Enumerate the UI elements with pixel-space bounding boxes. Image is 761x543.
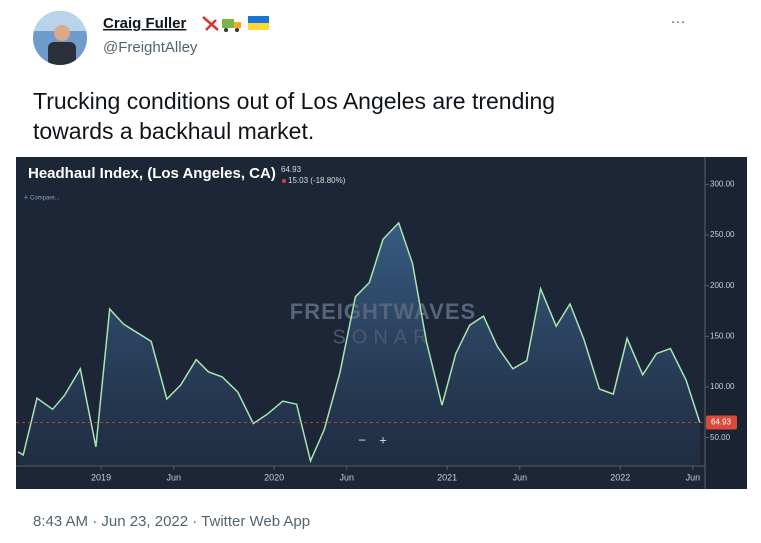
chart[interactable]: Headhaul Index, (Los Angeles, CA) 64.93 … xyxy=(16,157,747,489)
current-badge xyxy=(706,415,737,430)
zoom-out[interactable]: − xyxy=(358,432,366,447)
y-axis-bg xyxy=(705,157,747,489)
compare[interactable]: Compare... xyxy=(30,196,60,202)
tweet-text: towards a backhaul market. xyxy=(33,118,314,144)
chart-title: Headhaul Index, (Los Angeles, CA) xyxy=(28,165,276,182)
change: 15.03 (-18.80%) xyxy=(288,176,346,185)
zoom-in[interactable]: + xyxy=(379,432,387,447)
y-tick-label: 300.00 xyxy=(710,179,735,188)
x-tick-label: Jun xyxy=(340,472,355,482)
x-tick-label: 2019 xyxy=(91,472,111,482)
x-tick-label: 2020 xyxy=(264,472,284,482)
y-tick-label: 100.00 xyxy=(710,382,735,391)
x-tick-label: Jun xyxy=(166,472,181,482)
x-tick-label: 2021 xyxy=(437,472,457,482)
tweet-text: Trucking conditions out of Los Angeles a… xyxy=(33,88,555,114)
y-tick-label: 250.00 xyxy=(710,230,735,239)
timestamp[interactable]: 8:43 AM · Jun 23, 2022 · Twitter Web App xyxy=(33,513,310,530)
down-indicator xyxy=(282,179,286,183)
current-label: 64.93 xyxy=(711,418,732,427)
compare-plus[interactable]: + xyxy=(23,192,28,202)
author-handle[interactable]: @FreightAlley xyxy=(103,39,198,56)
name-emoji xyxy=(202,16,269,32)
x-tick-label: Jun xyxy=(686,472,701,482)
more-button[interactable]: ··· xyxy=(671,13,686,30)
y-tick-label: 200.00 xyxy=(710,281,735,290)
watermark: FREIGHTWAVES xyxy=(290,299,476,324)
y-tick-label: 50.00 xyxy=(710,433,731,442)
y-tick-label: 150.00 xyxy=(710,331,735,340)
line xyxy=(17,221,701,464)
current-value: 64.93 xyxy=(281,165,302,174)
area xyxy=(18,222,700,465)
x-tick-label: Jun xyxy=(513,472,528,482)
avatar[interactable] xyxy=(33,11,87,66)
author-name[interactable]: Craig Fuller xyxy=(103,15,187,32)
x-tick-label: 2022 xyxy=(610,472,630,482)
watermark-sub: SONAR xyxy=(332,326,433,348)
